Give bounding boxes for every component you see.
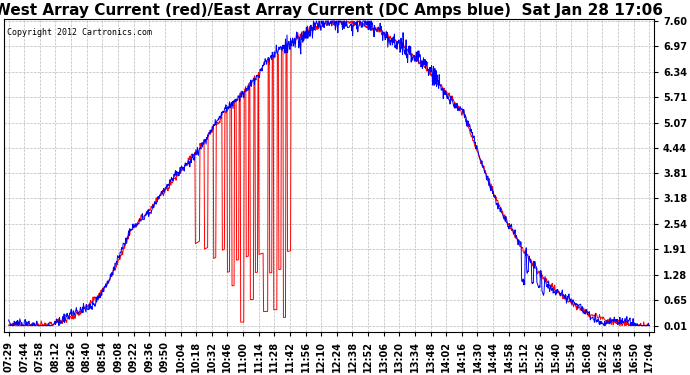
Text: Copyright 2012 Cartronics.com: Copyright 2012 Cartronics.com (7, 28, 152, 38)
Title: West Array Current (red)/East Array Current (DC Amps blue)  Sat Jan 28 17:06: West Array Current (red)/East Array Curr… (0, 3, 664, 18)
